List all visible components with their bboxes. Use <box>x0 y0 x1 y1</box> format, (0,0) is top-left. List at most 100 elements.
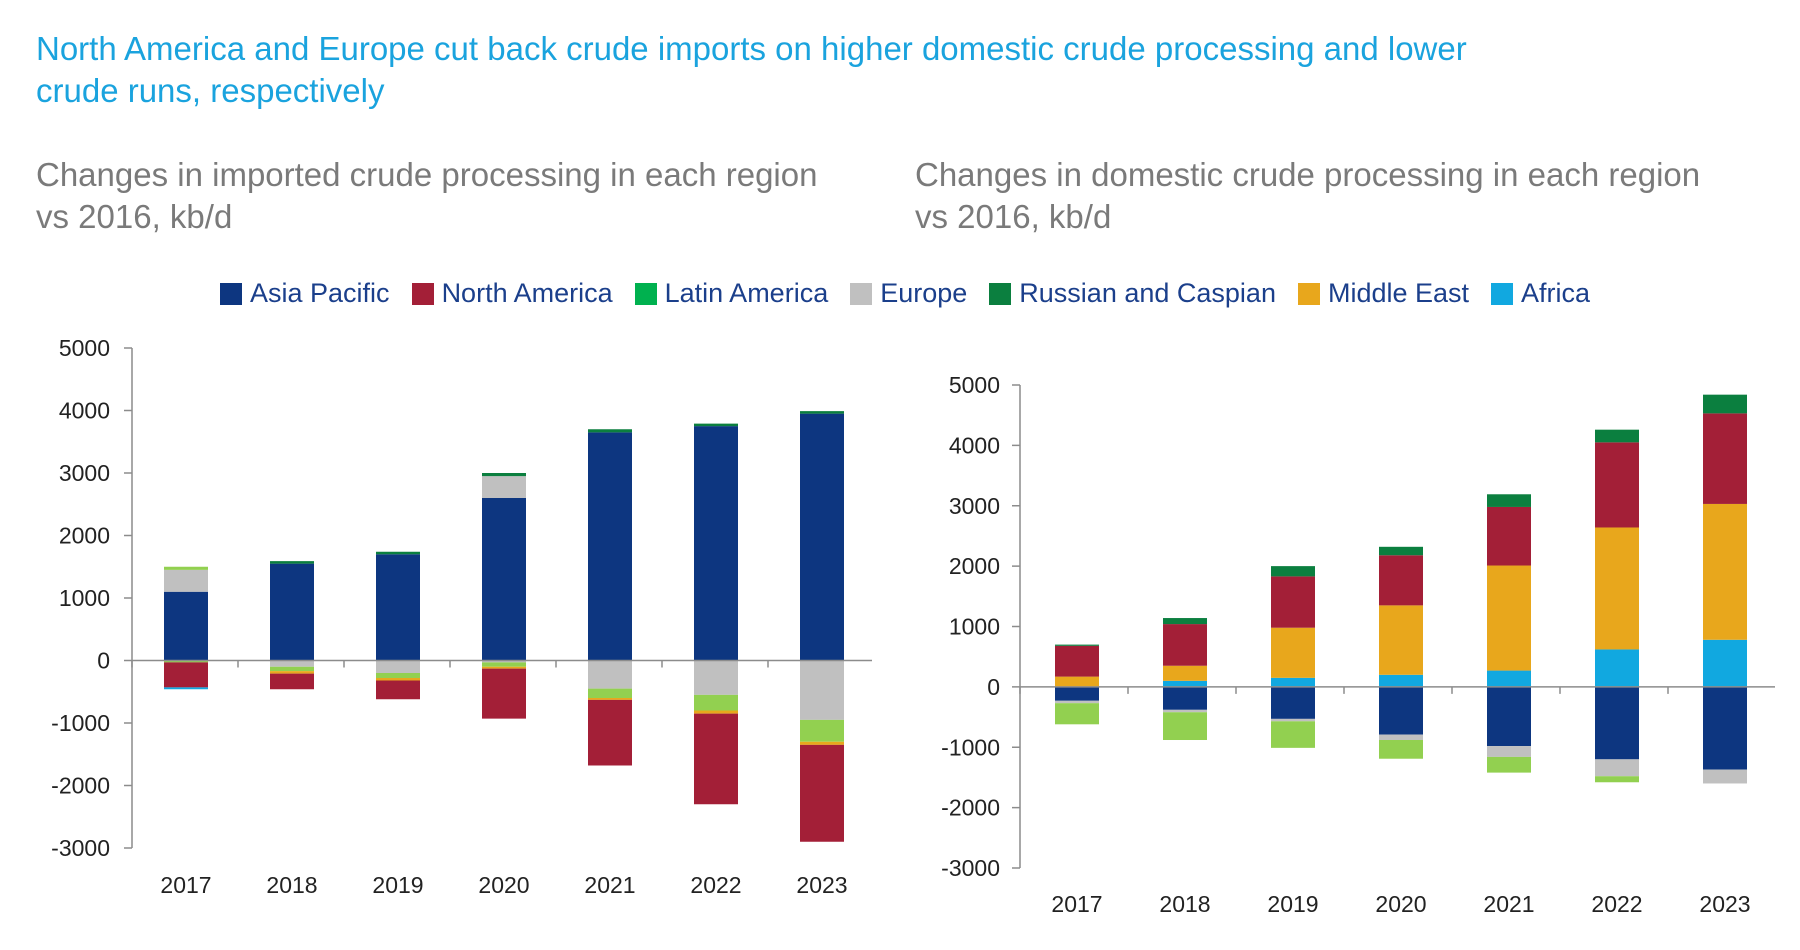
bar-segment <box>588 660 632 689</box>
bar-segment <box>270 673 314 690</box>
bar-segment <box>1487 670 1531 687</box>
legend-label: Latin America <box>664 278 829 308</box>
bar-segment <box>1595 776 1639 783</box>
y-tick-label: -2000 <box>941 795 1000 821</box>
x-tick-label: 2019 <box>1267 891 1318 917</box>
y-tick-label: 2000 <box>949 553 1000 579</box>
bar-segment <box>482 498 526 661</box>
bar-segment <box>1163 686 1207 710</box>
legend-item-asia-pacific: Asia Pacific <box>220 278 390 309</box>
bar-segment <box>800 744 844 842</box>
bar-segment <box>1379 555 1423 606</box>
right-chart-subtitle: Changes in domestic crude processing in … <box>915 156 1701 235</box>
y-tick-label: 3000 <box>59 460 110 486</box>
bar-segment <box>1055 645 1099 677</box>
bar-segment <box>1487 756 1531 773</box>
legend-label: Africa <box>1521 278 1591 308</box>
bar-segment <box>164 566 208 570</box>
bar-segment <box>800 741 844 745</box>
legend-item-latin-america: Latin America <box>634 278 829 309</box>
bar-segment <box>1271 566 1315 577</box>
bar-segment <box>1379 686 1423 735</box>
bar-segment <box>1055 686 1099 701</box>
bar-segment <box>694 713 738 805</box>
legend-swatch <box>1297 282 1320 305</box>
bar-segment <box>376 551 420 555</box>
y-tick-label: 5000 <box>59 335 110 361</box>
x-tick-label: 2020 <box>478 872 529 898</box>
chart-legend: Asia Pacific North America Latin America… <box>220 278 1590 309</box>
bar-segment <box>800 411 844 414</box>
x-tick-label: 2023 <box>1699 891 1750 917</box>
y-tick-label: 1000 <box>59 585 110 611</box>
bar-segment <box>1595 429 1639 443</box>
bar-segment <box>1703 686 1747 770</box>
x-tick-label: 2019 <box>372 872 423 898</box>
bar-segment <box>1163 709 1207 713</box>
bar-segment <box>1703 769 1747 784</box>
y-tick-label: 4000 <box>59 398 110 424</box>
legend-item-europe: Europe <box>850 278 967 309</box>
x-tick-label: 2022 <box>1591 891 1642 917</box>
legend-swatch <box>1491 282 1514 305</box>
bar-segment <box>376 660 420 673</box>
bar-segment <box>376 680 420 700</box>
x-tick-label: 2018 <box>1159 891 1210 917</box>
bar-segment <box>1163 618 1207 625</box>
bar-segment <box>1703 503 1747 640</box>
bar-segment <box>376 673 420 678</box>
y-tick-label: 3000 <box>949 493 1000 519</box>
legend-item-middle-east: Middle East <box>1297 278 1470 309</box>
legend-label: Middle East <box>1327 278 1470 308</box>
bar-segment <box>482 473 526 477</box>
bar-segment <box>270 563 314 661</box>
bar-segment <box>1271 686 1315 719</box>
x-tick-label: 2022 <box>690 872 741 898</box>
legend-swatch <box>989 282 1012 305</box>
bar-segment <box>1703 639 1747 687</box>
bar-segment <box>270 666 314 672</box>
legend-swatch <box>850 282 873 305</box>
bar-segment <box>1055 703 1099 725</box>
y-tick-label: -3000 <box>941 855 1000 881</box>
bar-segment <box>800 413 844 661</box>
bar-segment <box>1595 686 1639 760</box>
legend-swatch <box>220 282 242 305</box>
x-tick-label: 2021 <box>584 872 635 898</box>
bar-segment <box>376 678 420 681</box>
bar-segment <box>1163 680 1207 687</box>
bar-segment <box>1163 624 1207 666</box>
bar-segment <box>1487 686 1531 747</box>
bar-segment <box>588 698 632 700</box>
bar-segment <box>800 719 844 742</box>
x-tick-label: 2021 <box>1483 891 1534 917</box>
bar-segment <box>1379 605 1423 675</box>
bar-segment <box>482 476 526 498</box>
y-tick-label: 0 <box>987 674 1000 700</box>
imported-crude-chart: 5000 4000 3000 2000 1000 0 -1000 -2000 -3000 2017… <box>51 335 872 898</box>
y-tick-label: -2000 <box>51 773 110 799</box>
bar-segment <box>1271 576 1315 628</box>
bar-segment <box>1487 494 1531 507</box>
bar-segment <box>1271 721 1315 748</box>
bar-segment <box>376 554 420 661</box>
bar-segment <box>1595 649 1639 687</box>
bar-segment <box>694 423 738 427</box>
y-tick-label: 1000 <box>949 614 1000 640</box>
x-tick-label: 2017 <box>160 872 211 898</box>
bar-segment <box>694 710 738 714</box>
legend-swatch <box>411 282 434 305</box>
y-tick-label: 5000 <box>949 372 1000 398</box>
bar-segment <box>270 660 314 667</box>
y-tick-label: -1000 <box>51 710 110 736</box>
bar-segment <box>694 660 738 695</box>
bar-segment <box>1163 712 1207 741</box>
bar-segment <box>588 699 632 766</box>
legend-item-russian-caspian: Russian and Caspian <box>989 278 1276 309</box>
y-tick-label: 2000 <box>59 523 110 549</box>
main-title: North America and Europe cut back crude … <box>36 30 1467 109</box>
bar-segment <box>694 426 738 661</box>
bar-segment <box>588 688 632 698</box>
bar-segment <box>1055 644 1099 646</box>
